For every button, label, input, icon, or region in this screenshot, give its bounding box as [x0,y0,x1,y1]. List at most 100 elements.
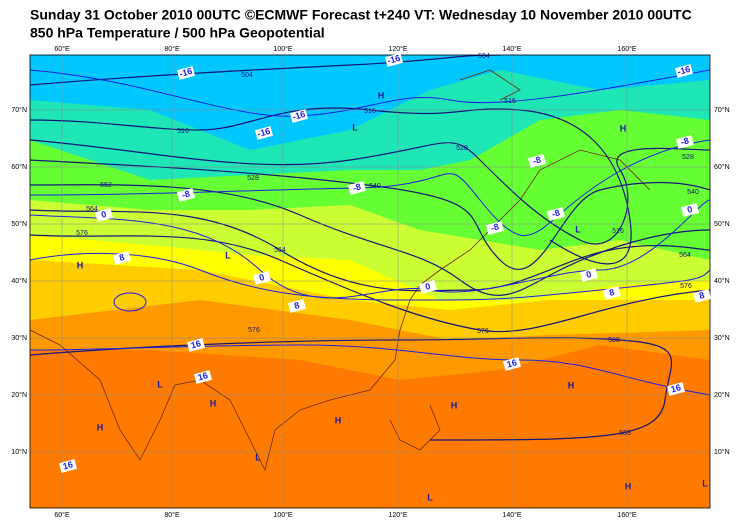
pressure-centre: H [620,123,627,133]
contour [30,69,710,117]
longitude-label: 100°E [273,511,292,519]
latitude-label: 30°N [11,334,27,342]
height-label: 516 [504,98,516,105]
label-box [674,64,694,78]
height-label: 576 [76,230,88,237]
height-label: 564 [274,247,286,254]
contour [30,209,710,292]
latitude-label: 10°N [11,448,27,456]
longitude-label: 60°E [54,45,70,53]
label-box [254,126,274,140]
label-box [176,188,196,202]
label-box [502,357,522,371]
latitude-label: 50°N [11,220,27,228]
label-box [666,382,686,396]
label-box [579,268,599,282]
coastline [30,149,651,472]
pressure-centre: L [255,452,261,462]
coastlines [30,69,651,472]
pressure-centre: H [210,398,217,408]
label-box [485,221,505,235]
label-box [546,207,566,221]
height-label: 588 [619,430,631,437]
contour [30,199,710,299]
pressure-centre: L [225,250,231,260]
temperature-label: -8 [181,189,191,201]
temperature-label: 0 [424,281,431,292]
temperature-label: 8 [698,290,705,301]
longitude-label: 60°E [54,511,70,519]
pressure-centre: L [157,379,163,389]
pressure-centre: H [77,260,84,270]
label-box [418,280,438,294]
temperature-label: 16 [190,338,202,350]
contour [30,139,710,245]
temperature-label: 8 [118,252,125,263]
coastline [389,404,441,451]
height-label: 516 [364,108,376,115]
longitude-label: 140°E [502,511,521,519]
temperature-label: 8 [293,300,300,311]
latitude-label: 20°N [11,391,27,399]
latitude-label: 60°N [11,163,27,171]
label-box [527,154,547,168]
temperature-label: -8 [551,208,561,220]
height-label: 564 [679,252,691,259]
temperature-label: 0 [100,209,107,220]
coastline [459,69,521,101]
latitude-label: 10°N [714,448,730,456]
longitude-label: 160°E [617,511,636,519]
label-box [692,289,712,303]
longitude-label: 100°E [273,45,292,53]
temperature-label: -16 [178,66,193,79]
temperature-label: 16 [62,459,74,471]
temperature-label: 0 [258,272,265,283]
latitude-label: 40°N [714,277,730,285]
label-box [287,299,307,313]
height-label: 552 [100,182,112,189]
longitude-label: 120°E [388,45,407,53]
longitude-label: 160°E [617,45,636,53]
label-box [347,181,367,195]
height-label: 564 [86,206,98,213]
latitude-label: 50°N [714,220,730,228]
contour [30,139,710,236]
temperature-label: 16 [670,382,682,394]
longitude-label: 140°E [502,45,521,53]
map-subtitle: 850 hPa Temperature / 500 hPa Geopotenti… [30,25,325,41]
temperature-label: -16 [291,109,306,122]
height-label: 528 [247,175,259,182]
pressure-centre: H [568,380,575,390]
geopotential-contours [30,55,710,441]
pressure-centre: L [352,122,358,132]
label-box [252,271,272,285]
height-label: 540 [687,189,699,196]
temperature-label: 16 [506,357,518,369]
pressure-centre: L [702,478,708,488]
longitude-label: 80°E [164,511,180,519]
height-label: 516 [612,228,624,235]
band-dark-orange [30,345,710,508]
height-label: 576 [248,327,260,334]
contour [30,159,710,270]
pressure-centre: H [97,422,104,432]
contour [30,55,501,86]
label-box [112,251,132,265]
label-box [58,459,78,473]
temperature-label: -16 [256,126,271,139]
latitude-label: 40°N [11,277,27,285]
contour [113,292,147,312]
label-box [193,370,213,384]
graticule [30,55,710,508]
temperature-label: -8 [352,182,362,194]
label-box [384,53,404,67]
label-box [94,208,114,222]
latitude-label: 20°N [714,391,730,399]
temperature-label: -16 [386,53,401,66]
height-label: 588 [608,337,620,344]
longitude-label: 80°E [164,45,180,53]
height-label: 528 [682,154,694,161]
contour [30,337,673,441]
latitude-label: 30°N [714,334,730,342]
